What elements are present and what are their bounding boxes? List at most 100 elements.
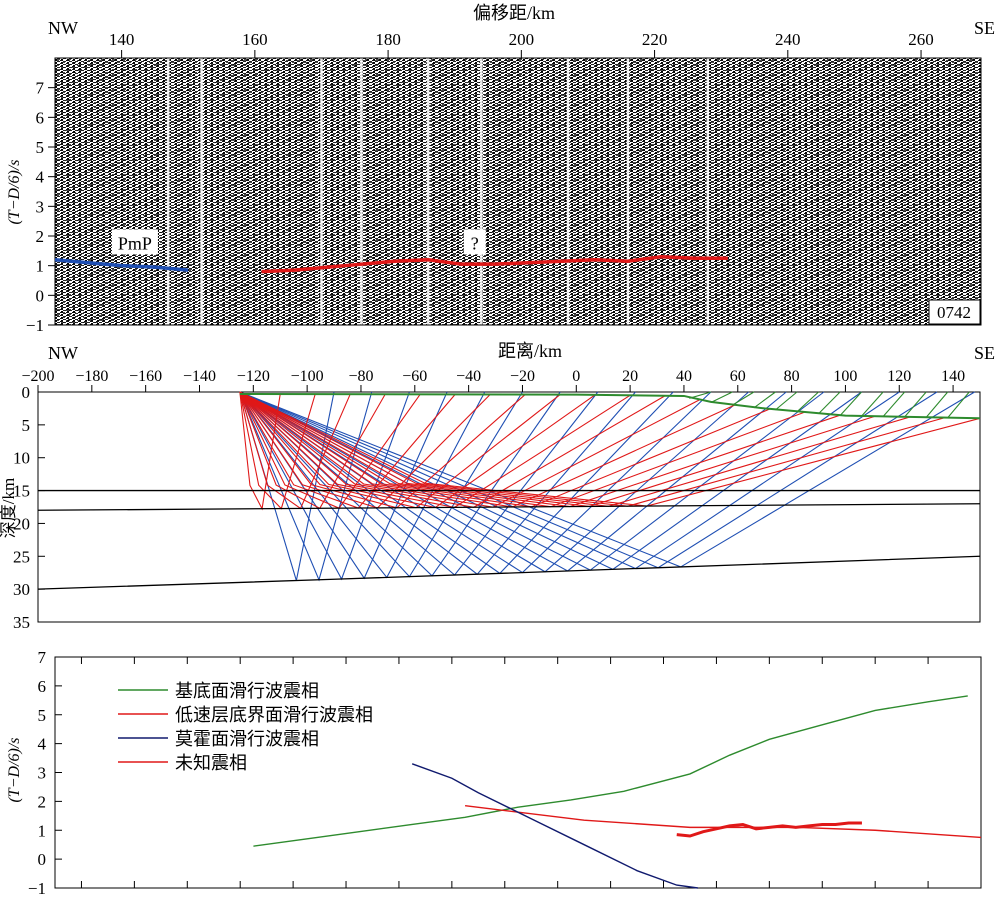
travel-time-panel: −1 0 1 2 3 4 5 6 7 基底面滑行波震相低速层底界面滑行波震相莫霍面滑行波震相未知… — [6, 648, 982, 898]
interface-moho — [37, 555, 981, 590]
ray-model-x-tick-label: 60 — [730, 368, 746, 385]
seismic-y-tick-label: 3 — [36, 197, 45, 216]
low-velocity-ray — [239, 391, 806, 508]
ray-model-y-tick-label: 25 — [13, 547, 30, 566]
seismic-y-tick-label: −1 — [26, 316, 44, 335]
low-velocity-phase-line — [465, 805, 982, 839]
ray-model-nw-label: NW — [48, 343, 78, 363]
ray-model-se-label: SE — [974, 343, 995, 363]
ray-model-x-tick-label: −80 — [348, 368, 373, 385]
seismic-y-tick-label: 1 — [36, 257, 45, 276]
seismic-x-axis-label: 偏移距/km — [473, 3, 555, 23]
ray-model-y-tick-label: 0 — [22, 383, 31, 402]
seismic-x-tick-label: 180 — [375, 30, 401, 49]
interface-basement — [239, 392, 981, 420]
ray-model-x-tick-label: −40 — [456, 368, 481, 385]
ray-model-y-axis-label: 深度/km — [0, 478, 18, 538]
pmp-pick-line — [54, 257, 189, 272]
low-velocity-ray — [239, 391, 666, 508]
ray-model-x-tick-label: −200 — [21, 368, 54, 385]
low-velocity-ray — [239, 391, 421, 509]
basement-phase-line — [253, 695, 968, 847]
basement-ray — [732, 391, 755, 406]
seismic-annotation-box — [111, 229, 158, 255]
seismic-y-tick-label: 2 — [36, 227, 45, 246]
travel-time-y-tick-label: 2 — [38, 792, 47, 811]
seismic-frame — [54, 57, 982, 326]
low-velocity-ray — [239, 391, 561, 509]
seismic-annotation-box — [463, 229, 486, 255]
seismic-background-texture — [55, 58, 981, 325]
travel-time-y-tick-label: 6 — [38, 677, 47, 696]
basement-ray — [947, 391, 970, 419]
moho-phase-line — [411, 763, 699, 889]
travel-time-y-tick-label: 0 — [38, 850, 47, 869]
seismic-record-panel: 140 160 180 200 220 240 260 −1 0 1 2 3 4 5 6 7 PmP? 偏移… — [6, 3, 995, 335]
interface-low-velocity-bottom — [37, 503, 981, 511]
seismic-x-tick-label: 260 — [908, 30, 934, 49]
ray-model-y-tick-label: 35 — [13, 613, 30, 632]
low-velocity-ray — [239, 391, 316, 510]
low-velocity-ray — [239, 391, 281, 511]
basement-ray — [753, 391, 776, 409]
ray-model-x-tick-label: −140 — [183, 368, 216, 385]
low-velocity-ray — [239, 391, 736, 508]
seismic-x-tick-label: 220 — [642, 30, 668, 49]
seismic-y-tick-label: 6 — [36, 108, 45, 127]
legend-label: 基底面滑行波震相 — [175, 681, 319, 701]
seismic-y-axis-label: (T−D/6)/s — [6, 159, 23, 224]
seismic-x-tick-label: 160 — [242, 30, 268, 49]
ray-model-x-tick-label: 100 — [833, 368, 857, 385]
ray-model-x-tick-label: 0 — [572, 368, 580, 385]
low-velocity-ray — [239, 391, 491, 509]
basement-ray — [796, 391, 819, 413]
seismic-y-tick-label: 7 — [36, 79, 45, 98]
travel-time-frame — [54, 656, 982, 889]
ray-model-y-tick-label: 10 — [13, 449, 30, 468]
ray-tracing-panel: −200 −180 −160 −140 −120 −100 −80 −60 −40 −20 0 20 4… — [0, 341, 995, 632]
svg-text:0742: 0742 — [937, 303, 971, 322]
ray-model-x-tick-label: 40 — [676, 368, 692, 385]
low-velocity-ray — [239, 391, 911, 507]
low-velocity-ray — [239, 391, 841, 508]
basement-ray — [818, 391, 841, 415]
seismic-x-tick-label: 240 — [775, 30, 801, 49]
basement-ray — [925, 391, 949, 418]
ray-model-x-tick-label: 120 — [887, 368, 911, 385]
ray-model-y-tick-label: 15 — [13, 482, 30, 501]
unknown-phase-annotation: ? — [471, 233, 479, 253]
travel-time-y-tick-label: 5 — [38, 706, 47, 725]
ray-model-x-tick-label: 140 — [941, 368, 965, 385]
seismic-y-tick-label: 4 — [36, 168, 45, 187]
ray-model-x-tick-label: −180 — [75, 368, 108, 385]
low-velocity-ray — [239, 391, 701, 508]
station-label: 0742 — [928, 299, 981, 325]
ray-model-x-tick-label: −120 — [237, 368, 270, 385]
travel-time-y-tick-label: 4 — [38, 735, 47, 754]
ray-model-y-tick-label: 20 — [13, 514, 30, 533]
basement-ray — [710, 391, 733, 404]
ray-model-x-tick-label: 20 — [622, 368, 638, 385]
seismic-x-tick-label: 200 — [509, 30, 535, 49]
ray-model-x-tick-label: 80 — [784, 368, 800, 385]
travel-time-y-tick-label: −1 — [28, 879, 46, 898]
seismic-se-label: SE — [974, 18, 995, 38]
legend-label: 莫霍面滑行波震相 — [175, 729, 319, 749]
ray-model-x-tick-label: −60 — [402, 368, 427, 385]
unknown-phase-pick-line — [261, 255, 728, 274]
seismic-nw-label: NW — [48, 18, 78, 38]
ray-model-x-tick-label: −160 — [129, 368, 162, 385]
unknown-phase-line — [676, 821, 862, 838]
travel-time-y-tick-label: 3 — [38, 764, 47, 783]
low-velocity-ray — [239, 391, 526, 509]
basement-ray — [839, 391, 862, 417]
low-velocity-ray — [239, 391, 596, 509]
low-velocity-ray — [239, 391, 946, 507]
seismic-x-tick-label: 140 — [109, 30, 135, 49]
ray-model-y-tick-label: 30 — [13, 580, 30, 599]
ray-model-x-axis-label: 距离/km — [498, 341, 562, 361]
basement-ray — [904, 391, 927, 418]
basement-ray — [861, 391, 884, 417]
